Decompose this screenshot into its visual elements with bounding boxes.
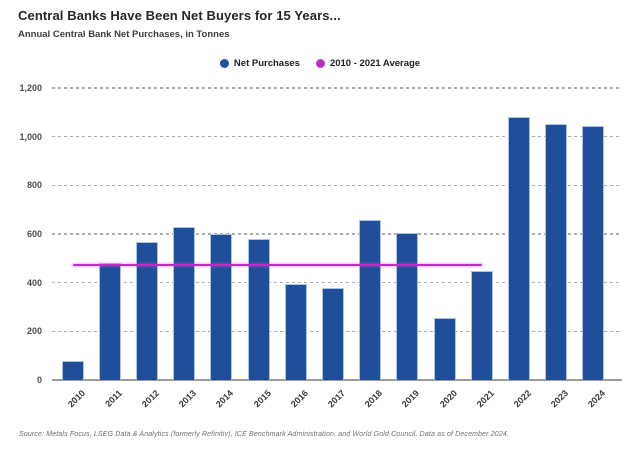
gridline-1000	[52, 135, 622, 138]
bar-2024	[582, 125, 605, 380]
y-tick-label: 600	[26, 229, 42, 239]
y-tick-label: 1,200	[19, 83, 42, 93]
x-axis-line	[52, 379, 622, 381]
bar-2019	[396, 232, 419, 380]
bar-2020	[433, 317, 456, 380]
bar-2010	[61, 360, 84, 380]
plot-area: 0 200 400 600 800 1,000 1,200 2010 2011 2012 2013 2…	[19, 83, 622, 409]
net-purchases-dot-icon	[219, 59, 229, 68]
bar-2018	[359, 220, 382, 380]
bar-2023	[545, 124, 568, 380]
bar-2016	[284, 283, 307, 380]
gridline-400	[52, 281, 622, 284]
bar-2021	[470, 270, 493, 380]
bar-2013	[173, 226, 196, 380]
chart-subtitle: Annual Central Bank Net Purchases, in To…	[18, 29, 230, 40]
bar-2012	[135, 241, 158, 380]
y-tick-label: 400	[26, 277, 42, 288]
gridline-1200	[52, 87, 622, 89]
gridline-600	[52, 233, 622, 235]
legend-item-average: 2010 - 2021 Average	[315, 58, 421, 69]
bar-2011	[98, 262, 121, 380]
average-dot-icon	[315, 59, 325, 68]
page-title: Central Banks Have Been Net Buyers for 1…	[18, 8, 341, 23]
y-tick-label: 200	[26, 326, 42, 337]
bar-2015	[247, 238, 270, 380]
chart-legend: Net Purchases 2010 - 2021 Average	[0, 58, 640, 69]
legend-item-net-purchases: Net Purchases	[219, 58, 300, 69]
legend-label: Net Purchases	[233, 58, 300, 69]
bar-2014	[210, 233, 233, 380]
bar-2017	[322, 287, 344, 380]
bar-2022	[508, 116, 530, 380]
gridline-800	[52, 184, 622, 187]
legend-label: 2010 - 2021 Average	[329, 58, 421, 69]
y-tick-label: 0	[36, 375, 42, 385]
y-tick-label: 800	[26, 180, 42, 191]
source-note: Source: Metals Focus, LSEG Data & Analyt…	[19, 431, 510, 438]
y-tick-label: 1,000	[19, 131, 42, 142]
average-line	[72, 263, 482, 267]
